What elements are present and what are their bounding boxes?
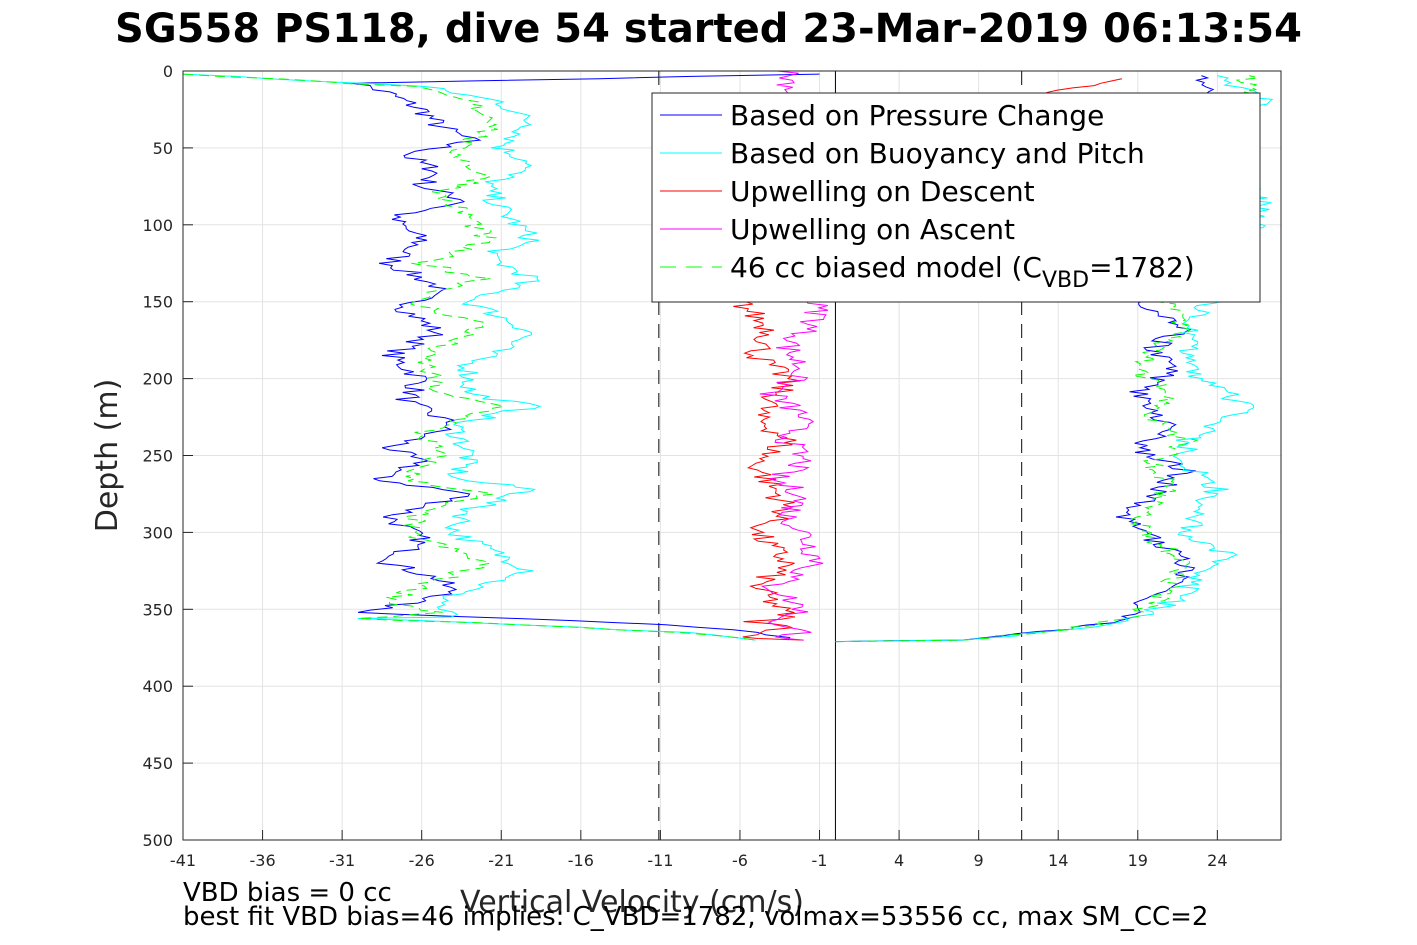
y-tick-label: 350: [142, 600, 173, 619]
chart-title: SG558 PS118, dive 54 started 23-Mar-2019…: [115, 6, 1302, 52]
y-tick-label: 400: [142, 677, 173, 696]
y-tick-label: 150: [142, 293, 173, 312]
y-axis-label: Depth (m): [90, 379, 125, 533]
y-tick-label: 0: [163, 62, 173, 81]
y-tick-label: 450: [142, 754, 173, 773]
legend-entry-label: Upwelling on Ascent: [730, 213, 1015, 246]
x-tick-label: -11: [647, 851, 673, 870]
legend: Based on Pressure Change Based on Buoyanc…: [651, 92, 1261, 303]
footer-best-fit: best fit VBD bias=46 implies: C_VBD=1782…: [183, 902, 1209, 932]
x-tick-label: 24: [1207, 851, 1227, 870]
x-tick-label: -41: [170, 851, 196, 870]
legend-entry-label: Upwelling on Descent: [730, 175, 1035, 208]
x-tick-label: 4: [894, 851, 904, 870]
legend-box: [651, 92, 1261, 303]
x-tick-label: -26: [409, 851, 435, 870]
x-tick-label: -6: [732, 851, 748, 870]
series-line-5-descent: [182, 73, 756, 641]
footer-vbd-bias: VBD bias = 0 cc: [183, 878, 392, 908]
x-tick-label: -36: [249, 851, 275, 870]
x-axis-label: Vertical Velocity (cm/s): [460, 885, 804, 920]
x-tick-label: 14: [1048, 851, 1068, 870]
y-tick-label: 200: [142, 370, 173, 389]
y-tick-label: 100: [142, 216, 173, 235]
x-tick-label: 9: [974, 851, 984, 870]
series-line-2-descent: [182, 73, 756, 641]
y-tick-label: 500: [142, 831, 173, 850]
tick-labels: -41 -36 -31 -26 -21 -16 -11 -6 -1 4 9 14 19 24 0 50 100 1…: [142, 62, 1227, 870]
x-tick-label: 19: [1128, 851, 1148, 870]
legend-entry-label: Based on Buoyancy and Pitch: [730, 137, 1145, 170]
series-line-1-descent: [350, 73, 820, 641]
legend-entry-label: Based on Pressure Change: [730, 99, 1104, 132]
x-tick-label: -21: [488, 851, 514, 870]
x-tick-label: -16: [568, 851, 594, 870]
y-tick-label: 50: [153, 139, 173, 158]
legend-entry-label: 46 cc biased model (CVBD=1782): [730, 251, 1195, 293]
y-tick-label: 300: [142, 523, 173, 542]
y-tick-label: 250: [142, 447, 173, 466]
x-tick-label: -31: [329, 851, 355, 870]
x-tick-label: -1: [812, 851, 828, 870]
